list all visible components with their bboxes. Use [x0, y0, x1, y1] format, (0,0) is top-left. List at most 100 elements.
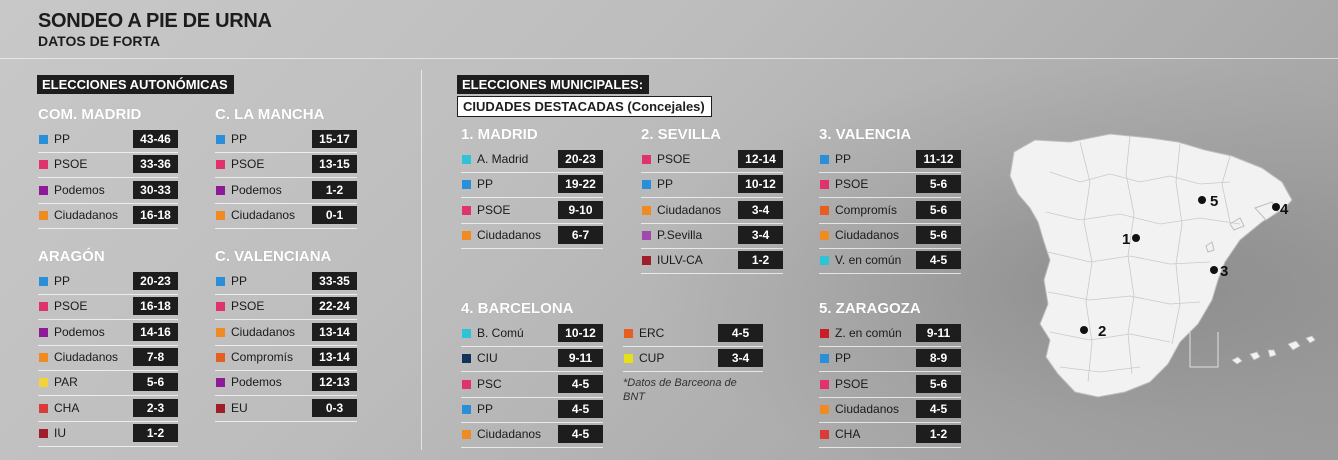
- canary-islands: [1231, 335, 1316, 365]
- result-row: Podemos 30-33: [38, 179, 178, 204]
- result-row: PP 33-35: [215, 270, 357, 295]
- party-name: PP: [477, 401, 494, 416]
- seat-range-value: 19-22: [558, 175, 603, 194]
- result-row: Ciudadanos 5-6: [819, 224, 961, 249]
- seat-range-value: 9-11: [558, 349, 603, 368]
- party-color-swatch: [216, 403, 225, 413]
- party-name: PSOE: [231, 157, 265, 172]
- party-name: Compromís: [231, 349, 294, 364]
- party-name: PSOE: [657, 152, 691, 166]
- seat-range-value: 20-23: [133, 272, 178, 290]
- party-name: PSOE: [835, 177, 869, 192]
- result-row: B. Comú 10-12: [461, 322, 603, 347]
- party-name: Ciudadanos: [477, 427, 542, 442]
- result-row: Podemos 12-13: [215, 371, 357, 397]
- result-row: CIU 9-11: [461, 347, 603, 373]
- party-name: Ciudadanos: [657, 202, 722, 217]
- municipales-sublabel: CIUDADES DESTACADAS (Concejales): [457, 96, 712, 117]
- result-row: PSOE 5-6: [819, 373, 961, 398]
- seat-range-value: 4-5: [916, 399, 961, 418]
- seat-range-value: 5-6: [916, 374, 961, 393]
- seat-range-value: 16-18: [133, 205, 178, 224]
- spain-map: 1 2 3 4 5: [1009, 133, 1316, 398]
- result-row: PSOE 12-14: [641, 148, 783, 173]
- party-color-swatch: [624, 329, 633, 338]
- party-name: PSOE: [54, 299, 88, 314]
- party-name: PSOE: [231, 299, 265, 314]
- result-row: A. Madrid 20-23: [461, 148, 603, 173]
- seat-range-value: 13-14: [312, 322, 357, 341]
- party-color-swatch: [39, 210, 48, 220]
- result-row: PSOE 16-18: [38, 295, 178, 321]
- map-marker-5: 5: [1198, 193, 1218, 210]
- party-color-swatch: [624, 354, 633, 364]
- seat-range-value: 4-5: [558, 399, 603, 418]
- party-name: EU: [231, 400, 248, 415]
- region-heading: C. VALENCIANA: [215, 248, 332, 265]
- party-name: PP: [54, 132, 71, 146]
- result-row: CUP 3-4: [623, 347, 763, 373]
- party-name: CHA: [835, 427, 861, 442]
- party-name: IU: [54, 425, 66, 440]
- seat-range-value: 5-6: [916, 175, 961, 194]
- party-color-swatch: [216, 185, 225, 195]
- party-name: B. Comú: [477, 326, 524, 340]
- party-color-swatch: [642, 180, 651, 190]
- result-row: PP 10-12: [641, 173, 783, 199]
- result-row: PP 8-9: [819, 347, 961, 373]
- party-color-swatch: [462, 430, 471, 440]
- result-row: IULV-CA 1-2: [641, 249, 783, 275]
- party-name: PP: [477, 177, 494, 192]
- municipales-label: ELECCIONES MUNICIPALES:: [457, 75, 650, 94]
- party-color-swatch: [39, 403, 48, 413]
- region-heading: 4. BARCELONA: [461, 300, 574, 317]
- party-name: CUP: [639, 351, 665, 366]
- seat-range-value: 1-2: [133, 423, 178, 442]
- party-name: Ciudadanos: [477, 227, 542, 242]
- party-name: Podemos: [54, 324, 105, 339]
- result-row: PAR 5-6: [38, 371, 178, 397]
- party-color-swatch: [642, 155, 651, 164]
- seat-range-value: 4-5: [558, 425, 603, 444]
- seat-range-value: 0-1: [312, 205, 357, 224]
- result-row: Compromís 13-14: [215, 346, 357, 371]
- seat-range-value: 33-36: [133, 155, 178, 174]
- result-row: PSOE 9-10: [461, 199, 603, 224]
- result-row: Ciudadanos 0-1: [215, 204, 357, 229]
- party-color-swatch: [216, 352, 225, 362]
- result-row: PP 19-22: [461, 173, 603, 199]
- seat-range-value: 10-12: [558, 324, 603, 342]
- region-heading: 1. MADRID: [461, 126, 538, 143]
- seat-range-value: 13-15: [312, 155, 357, 174]
- party-name: PP: [835, 152, 852, 166]
- seat-range-value: 16-18: [133, 297, 178, 316]
- seat-range-value: 15-17: [312, 130, 357, 148]
- party-name: Ciudadanos: [231, 324, 296, 339]
- result-row: PSOE 22-24: [215, 295, 357, 321]
- seat-range-value: 12-13: [312, 373, 357, 392]
- result-row: PSOE 33-36: [38, 153, 178, 179]
- seat-range-value: 7-8: [133, 347, 178, 366]
- result-row: Ciudadanos 4-5: [819, 398, 961, 423]
- party-color-swatch: [462, 230, 471, 240]
- section-divider: [421, 70, 422, 450]
- party-color-swatch: [462, 404, 471, 414]
- region-heading: COM. MADRID: [38, 106, 142, 123]
- seat-range-value: 11-12: [916, 150, 961, 168]
- party-color-swatch: [39, 428, 48, 438]
- party-color-swatch: [462, 180, 471, 190]
- seat-range-value: 5-6: [133, 373, 178, 392]
- party-name: PSOE: [54, 157, 88, 172]
- party-name: PSC: [477, 376, 502, 391]
- party-name: PAR: [54, 375, 78, 390]
- seat-range-value: 5-6: [916, 225, 961, 244]
- seat-range-value: 1-2: [312, 180, 357, 199]
- seat-range-value: 5-6: [916, 200, 961, 219]
- result-row: Ciudadanos 13-14: [215, 321, 357, 346]
- party-color-swatch: [820, 230, 829, 240]
- svg-text:2: 2: [1098, 323, 1106, 340]
- result-row: V. en común 4-5: [819, 249, 961, 275]
- party-color-swatch: [462, 329, 471, 338]
- party-color-swatch: [39, 327, 48, 337]
- seat-range-value: 4-5: [916, 251, 961, 270]
